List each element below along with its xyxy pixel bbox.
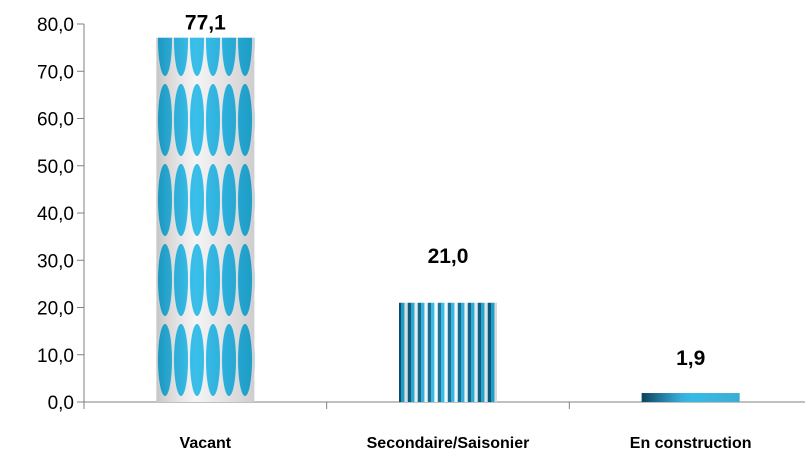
bar-shading [641,393,740,402]
category-labels: Vacant Secondaire/Saisonier En constructio… [180,435,752,450]
y-tick-label: 10,0 [37,346,74,367]
y-ticks: 0,0 10,0 20,0 30,0 40,0 50,0 60,0 70,0 80,0 [37,15,84,414]
bar-shading [156,37,255,402]
y-tick-label: 40,0 [37,204,74,225]
y-tick-label: 20,0 [37,299,74,320]
y-tick-label: 0,0 [48,393,74,414]
y-tick-label: 70,0 [37,62,74,83]
y-tick-label: 50,0 [37,157,74,178]
y-tick-label: 80,0 [37,15,74,36]
data-label: 77,1 [185,12,226,35]
bars [156,37,740,402]
data-labels: 77,1 21,0 1,9 [185,12,705,370]
y-tick-label: 30,0 [37,251,74,272]
bar-shading [399,302,497,402]
category-label: En construction [630,435,752,450]
y-tick-label: 60,0 [37,110,74,131]
data-label: 21,0 [428,245,469,268]
x-ticks [83,402,570,409]
category-label: Vacant [180,435,232,450]
category-label: Secondaire/Saisonier [367,435,530,450]
data-label: 1,9 [676,347,705,370]
